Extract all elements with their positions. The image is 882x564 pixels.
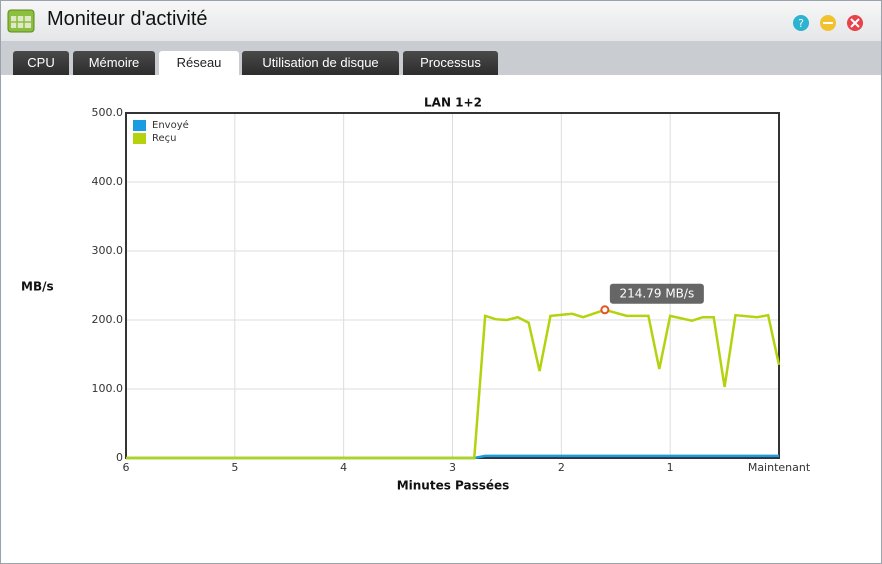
x-axis-label: Minutes Passées [397,479,510,493]
window-buttons: ? [793,15,863,31]
x-tick-label: 1 [667,461,674,474]
x-tick-label: 5 [231,461,238,474]
tab[interactable]: CPU [13,51,69,75]
title-bar: Moniteur d'activité ? [1,1,881,41]
x-tick-label: 4 [340,461,347,474]
legend-swatch [133,120,146,131]
tooltip-box [609,283,704,304]
tab[interactable]: Réseau [159,51,239,75]
series-line [126,454,779,460]
series-line [126,308,781,460]
tab[interactable]: Processus [403,51,498,75]
tab[interactable]: Mémoire [73,51,155,75]
legend-label: Reçu [152,133,177,144]
y-tick-label: 400.0 [92,175,124,188]
tab[interactable]: Utilisation de disque [242,51,399,75]
legend-label: Envoyé [152,119,189,131]
legend-swatch [133,133,146,144]
close-icon [850,18,860,28]
help-button[interactable] [793,15,809,31]
help-icon: ? [798,17,804,30]
y-tick-label: 500.0 [92,106,124,119]
window-title: Moniteur d'activité [47,8,208,30]
x-tick-label: 6 [123,461,130,474]
tab-bar: CPU Mémoire Réseau Utilisation de disque… [1,41,881,75]
y-tick-label: 0 [116,451,123,464]
y-tick-label: 100.0 [92,382,124,395]
minimize-icon [823,22,833,24]
app-icon [7,9,35,33]
chart-title: LAN 1+2 [424,96,482,110]
y-axis-label: MB/s [21,280,54,294]
x-tick-label: Maintenant [748,461,811,474]
highlight-point [600,305,610,315]
tooltip-label: 214.79 MB/s [620,286,695,300]
chart: LAN 1+2 MB/s Minutes Passées 0 100.0 200.0… [21,96,811,493]
x-tick-label: 3 [449,461,456,474]
y-tick-label: 300.0 [92,244,124,257]
x-tick-label: 2 [558,461,565,474]
y-tick-label: 200.0 [92,313,124,326]
